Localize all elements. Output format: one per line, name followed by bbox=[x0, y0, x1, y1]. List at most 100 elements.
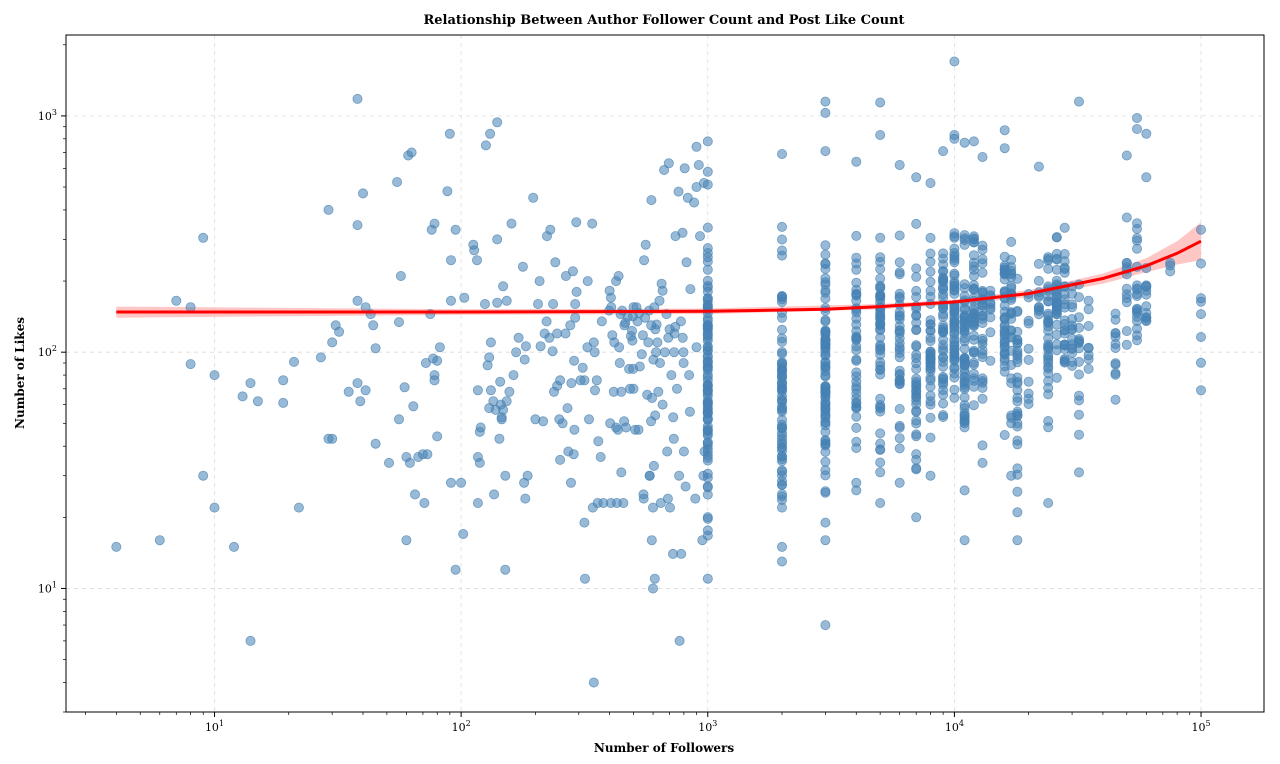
data-point bbox=[1083, 354, 1094, 365]
data-point bbox=[154, 535, 165, 546]
data-point bbox=[408, 401, 419, 412]
data-point bbox=[702, 222, 713, 233]
data-point bbox=[370, 343, 381, 354]
data-point bbox=[429, 218, 440, 229]
data-point bbox=[605, 292, 616, 303]
data-point bbox=[911, 418, 922, 429]
data-point bbox=[702, 280, 713, 291]
data-point bbox=[777, 541, 788, 552]
data-point bbox=[643, 337, 654, 348]
data-point bbox=[1083, 363, 1094, 374]
data-point bbox=[520, 341, 531, 352]
trend-line bbox=[116, 239, 1202, 314]
y-tick-label: 102 bbox=[38, 344, 57, 359]
data-point bbox=[370, 438, 381, 449]
y-tick-label: 103 bbox=[38, 108, 57, 123]
data-point bbox=[1043, 341, 1054, 352]
data-point bbox=[925, 390, 936, 401]
data-point bbox=[875, 97, 886, 108]
data-point bbox=[535, 341, 546, 352]
data-point bbox=[820, 240, 831, 251]
data-point bbox=[678, 357, 689, 368]
data-point bbox=[171, 295, 182, 306]
plot-area-frame bbox=[65, 34, 1265, 713]
data-point bbox=[968, 381, 979, 392]
data-point bbox=[894, 230, 905, 241]
data-point bbox=[1006, 254, 1017, 265]
data-point bbox=[198, 232, 209, 243]
data-point bbox=[649, 573, 660, 584]
data-point bbox=[911, 340, 922, 351]
data-point bbox=[557, 418, 568, 429]
data-point bbox=[442, 186, 453, 197]
data-point bbox=[492, 117, 503, 128]
data-point bbox=[1196, 331, 1207, 342]
data-point bbox=[702, 512, 713, 523]
data-point bbox=[590, 385, 601, 396]
data-point bbox=[925, 346, 936, 357]
data-point bbox=[638, 493, 649, 504]
data-point bbox=[985, 327, 996, 338]
data-point bbox=[894, 433, 905, 444]
data-point bbox=[702, 136, 713, 147]
data-point bbox=[777, 234, 788, 245]
data-point bbox=[968, 279, 979, 290]
data-point bbox=[851, 354, 862, 365]
data-point bbox=[959, 279, 970, 290]
data-point bbox=[571, 286, 582, 297]
data-point bbox=[434, 342, 445, 353]
data-point bbox=[959, 312, 970, 323]
data-point bbox=[533, 298, 544, 309]
data-point bbox=[485, 385, 496, 396]
data-point bbox=[432, 431, 443, 442]
data-point bbox=[652, 337, 663, 348]
data-point bbox=[977, 345, 988, 356]
data-point bbox=[445, 295, 456, 306]
data-point bbox=[668, 412, 679, 423]
confidence-band bbox=[116, 222, 1201, 318]
data-point bbox=[949, 384, 960, 395]
data-point bbox=[1043, 389, 1054, 400]
data-point bbox=[1141, 128, 1152, 139]
data-point bbox=[1074, 96, 1085, 107]
data-point bbox=[404, 457, 415, 468]
data-point bbox=[1121, 293, 1132, 304]
data-point bbox=[560, 270, 571, 281]
data-point bbox=[517, 261, 528, 272]
data-point bbox=[959, 359, 970, 370]
data-point bbox=[680, 481, 691, 492]
data-point bbox=[293, 502, 304, 513]
data-point bbox=[653, 386, 664, 397]
data-point bbox=[343, 386, 354, 397]
data-point bbox=[1074, 312, 1085, 323]
data-point bbox=[949, 133, 960, 144]
data-point bbox=[851, 376, 862, 387]
data-point bbox=[1132, 280, 1143, 291]
data-point bbox=[252, 396, 263, 407]
data-point bbox=[777, 312, 788, 323]
data-point bbox=[820, 258, 831, 269]
data-point bbox=[875, 282, 886, 293]
data-point bbox=[634, 361, 645, 372]
data-point bbox=[485, 337, 496, 348]
data-point bbox=[875, 428, 886, 439]
data-point bbox=[777, 221, 788, 232]
data-point bbox=[875, 360, 886, 371]
data-point bbox=[977, 240, 988, 251]
data-point bbox=[851, 367, 862, 378]
data-point bbox=[651, 319, 662, 330]
data-point bbox=[613, 270, 624, 281]
data-point bbox=[646, 195, 657, 206]
data-point bbox=[406, 147, 417, 158]
data-point bbox=[511, 347, 522, 358]
data-point bbox=[959, 327, 970, 338]
data-point bbox=[1132, 113, 1143, 124]
data-point bbox=[1043, 333, 1054, 344]
data-point bbox=[584, 414, 595, 425]
data-point bbox=[1023, 398, 1034, 409]
data-point bbox=[777, 403, 788, 414]
data-point bbox=[777, 148, 788, 159]
data-point bbox=[519, 354, 530, 365]
data-point bbox=[544, 332, 555, 343]
data-point bbox=[999, 125, 1010, 136]
